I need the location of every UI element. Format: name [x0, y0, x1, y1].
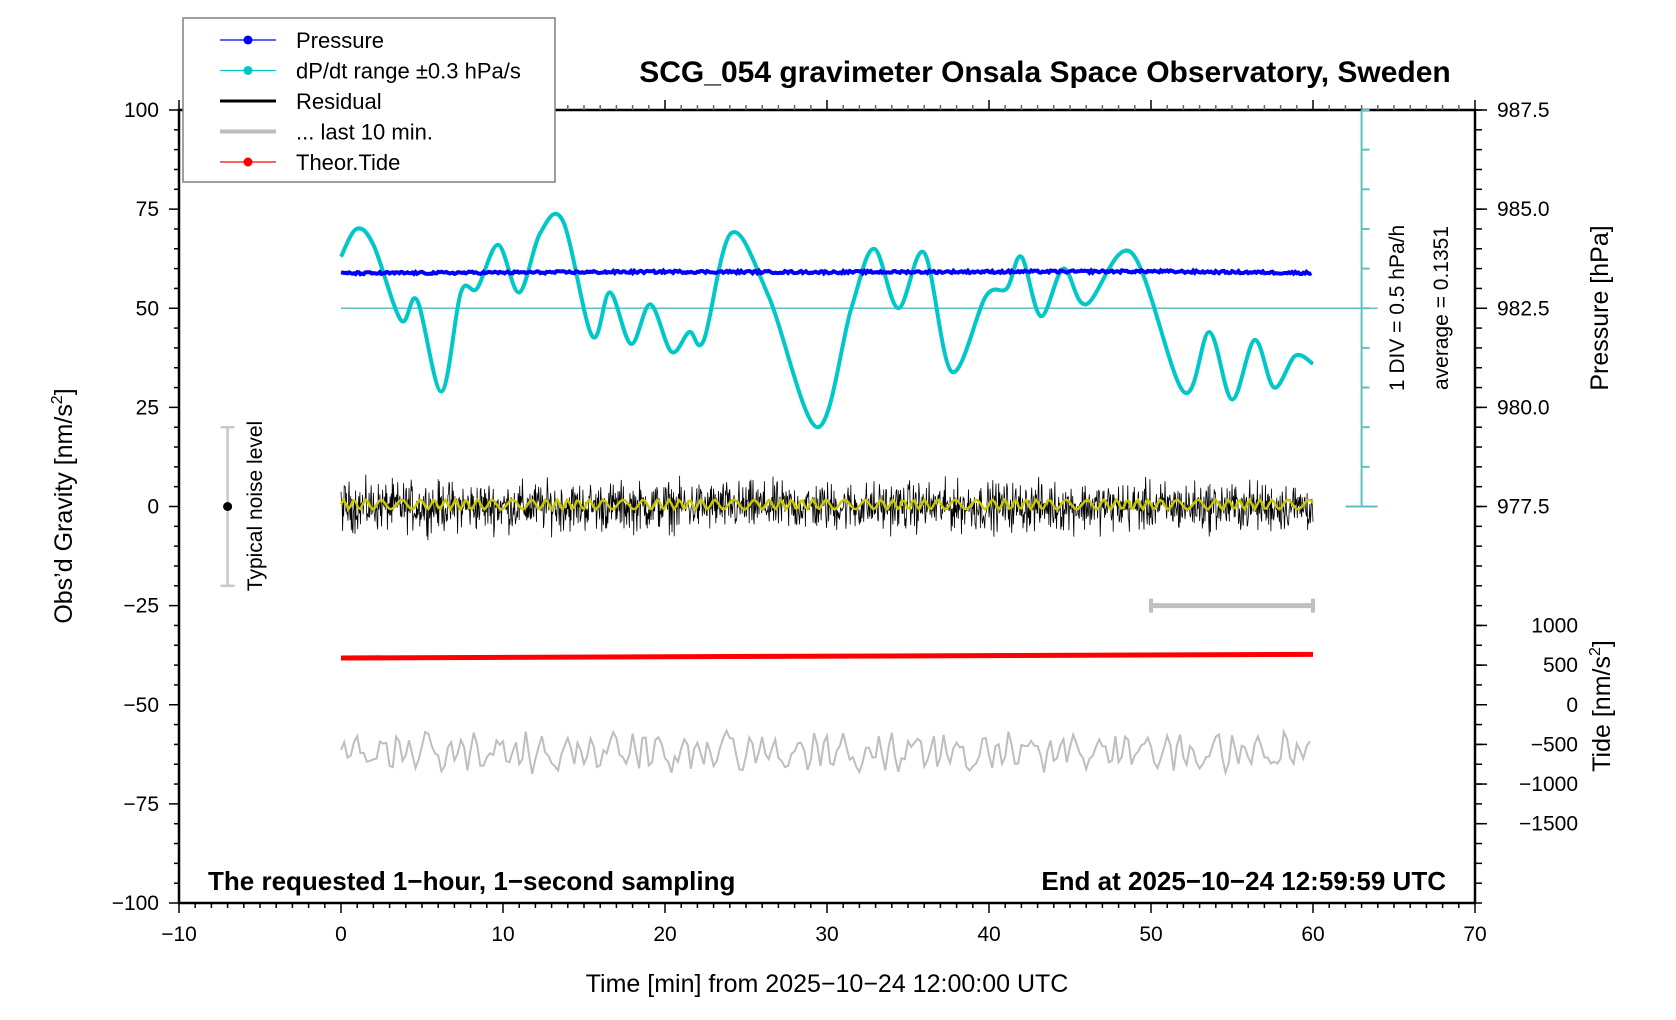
x-tick-label: −10: [161, 923, 197, 946]
x-tick-label: 40: [977, 923, 1000, 946]
note-sampling: The requested 1−hour, 1−second sampling: [208, 866, 735, 896]
x-tick-label: 30: [815, 923, 838, 946]
tide-tick-label: −500: [1531, 733, 1578, 756]
y-tick-label-left: −50: [123, 694, 159, 717]
pressure-tick-label: 985.0: [1497, 198, 1550, 221]
y-tick-label-left: 75: [136, 198, 159, 221]
y-axis-title-tide: Tide [nm/s2]: [1587, 640, 1616, 772]
series-residual-smoothed: [339, 497, 1314, 512]
pressure-tick-label: 982.5: [1497, 297, 1550, 320]
y-tick-label-left: −100: [112, 892, 159, 915]
note-end-time: End at 2025−10−24 12:59:59 UTC: [1041, 866, 1446, 896]
y-axis-title-pressure: Pressure [hPa]: [1586, 225, 1614, 390]
noise-level-dot: [223, 502, 233, 511]
legend: Pressure dP/dt range ±0.3 hPa/s Residual..…: [182, 17, 556, 183]
chart-title: SCG_054 gravimeter Onsala Space Observat…: [639, 56, 1451, 89]
legend-label: Theor.Tide: [296, 150, 400, 175]
y-tick-label-left: 100: [124, 99, 159, 122]
y-tick-label-left: 25: [136, 396, 159, 419]
x-tick-label: 50: [1139, 923, 1162, 946]
x-tick-label: 60: [1301, 923, 1324, 946]
tide-tick-label: −1500: [1519, 813, 1578, 836]
pressure-tick-label: 977.5: [1497, 496, 1550, 519]
legend-label: ... last 10 min.: [296, 120, 433, 145]
pressure-tick-label: 987.5: [1497, 99, 1550, 122]
div-label: 1 DIV = 0.5 hPa/h: [1386, 225, 1409, 391]
x-tick-label: 10: [491, 923, 514, 946]
ticks-layer: −10 0 10 20 30 40 50 60 701007550250−25−50−75−10…: [112, 99, 1578, 946]
series-pressure: [340, 267, 1313, 277]
x-axis-title: Time [min] from 2025−10−24 12:00:00 UTC: [586, 970, 1069, 998]
legend-swatch-marker: [243, 66, 253, 75]
y-axis-title-left-sup: 2: [49, 395, 66, 404]
average-label: average = 0.1351: [1430, 226, 1453, 390]
y-tick-label-left: −25: [123, 595, 159, 618]
plot-area: −10 0 10 20 30 40 50 60 701007550250−25−50−75−10…: [112, 99, 1578, 946]
tide-tick-label: 0: [1566, 694, 1578, 717]
y-axis-title-tide-sup: 2: [1587, 647, 1604, 656]
legend-label: Pressure: [296, 28, 384, 53]
tide-tick-label: 1000: [1531, 614, 1578, 637]
pressure-tick-label: 980.0: [1497, 396, 1550, 419]
legend-swatch-marker: [243, 157, 253, 167]
x-tick-label: 0: [335, 923, 347, 946]
x-tick-label: 20: [653, 923, 676, 946]
legend-label: Residual: [296, 89, 382, 114]
series-theor-tide: [340, 651, 1314, 661]
x-tick-label: 70: [1463, 923, 1486, 946]
y-tick-label-left: 50: [136, 297, 159, 320]
tide-tick-label: −1000: [1519, 773, 1578, 796]
legend-swatch-marker: [243, 35, 253, 45]
series-last-10-min: [340, 728, 1311, 777]
tide-tick-label: 500: [1543, 654, 1578, 677]
series-dpdt: [339, 211, 1315, 430]
noise-level-label: Typical noise level: [244, 421, 267, 591]
y-tick-label-left: 0: [147, 496, 159, 519]
legend-label: dP/dt range ±0.3 hPa/s: [296, 59, 521, 84]
y-axis-title-left: Obs’d Gravity [nm/s2]: [49, 388, 78, 623]
series-layer: [220, 109, 1378, 777]
y-tick-label-left: −75: [123, 793, 159, 816]
